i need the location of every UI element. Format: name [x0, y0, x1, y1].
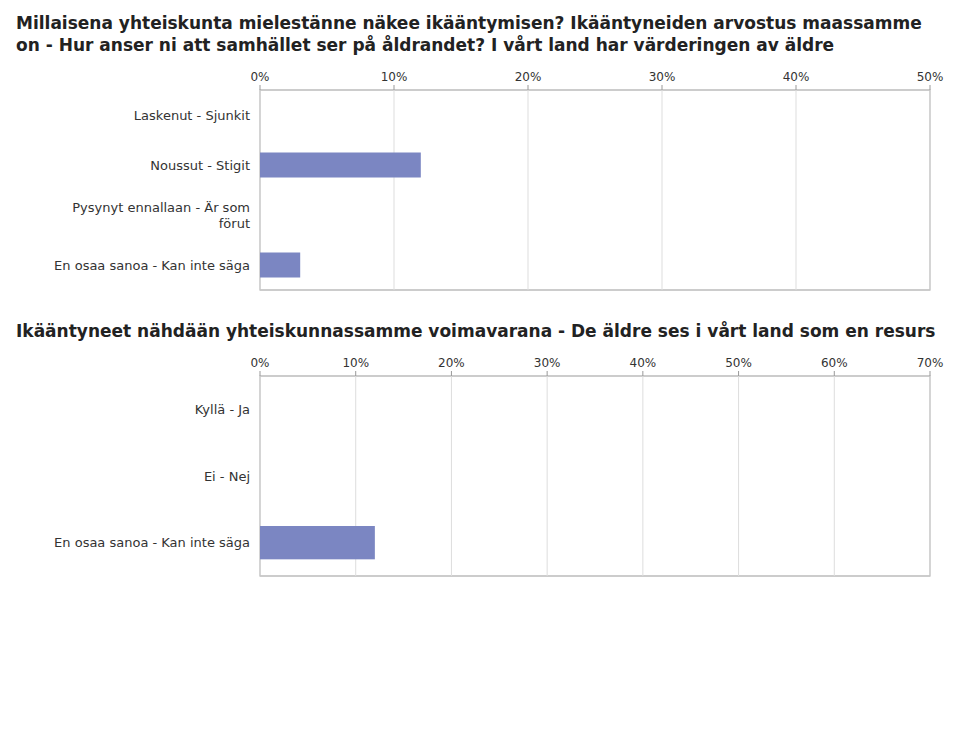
grid-line: [930, 376, 931, 576]
category-label-line: Noussut - Stigit: [150, 158, 250, 173]
grid-line: [642, 376, 643, 576]
tick-mark: [930, 85, 931, 90]
tick-mark: [451, 371, 452, 376]
tick-mark: [394, 85, 395, 90]
bar: [260, 459, 261, 492]
category-label: Ei - Nej: [204, 469, 250, 484]
title-line: Ikääntyneet nähdään yhteiskunnassamme vo…: [16, 320, 935, 341]
tick-mark: [642, 371, 643, 376]
grid-line: [451, 376, 452, 576]
tick-mark: [260, 371, 261, 376]
tick-label: 20%: [438, 356, 465, 370]
tick-mark: [796, 85, 797, 90]
grid-line: [834, 376, 835, 576]
tick-label: 30%: [649, 70, 676, 84]
bar: [260, 103, 261, 128]
title-line: on - Hur anser ni att samhället ser på å…: [16, 34, 834, 55]
grid-line: [796, 90, 797, 290]
tick-label: 40%: [630, 356, 657, 370]
grid-line: [930, 90, 931, 290]
category-label: Pysynyt ennallaan - Är somförut: [72, 200, 250, 231]
grid-line: [738, 376, 739, 576]
tick-label: 20%: [515, 70, 542, 84]
grid-line: [394, 90, 395, 290]
category-label: En osaa sanoa - Kan inte säga: [54, 258, 250, 273]
category-label-line: Ei - Nej: [204, 469, 250, 484]
category-label-line: En osaa sanoa - Kan inte säga: [54, 535, 250, 550]
category-label-line: Kyllä - Ja: [195, 402, 250, 417]
tick-label: 0%: [250, 356, 269, 370]
grid-line: [547, 376, 548, 576]
tick-label: 10%: [342, 356, 369, 370]
tick-label: 70%: [917, 356, 944, 370]
category-label: Noussut - Stigit: [150, 158, 250, 173]
plot-frame: [260, 376, 930, 576]
category-label-line: förut: [219, 216, 250, 231]
chart-canvas: Millaisena yhteiskunta mielestänne näkee…: [0, 0, 960, 737]
category-label-line: Pysynyt ennallaan - Är som: [72, 200, 250, 215]
tick-label: 40%: [783, 70, 810, 84]
tick-mark: [547, 371, 548, 376]
grid-line: [662, 90, 663, 290]
bars: [260, 526, 375, 559]
tick-mark: [662, 85, 663, 90]
tick-mark: [834, 371, 835, 376]
bar: [260, 153, 421, 178]
bars: [260, 153, 421, 278]
grid-line: [528, 90, 529, 290]
plot-frame: [260, 90, 930, 290]
tick-mark: [738, 371, 739, 376]
bar: [260, 526, 375, 559]
category-label-line: Laskenut - Sjunkit: [134, 108, 250, 123]
chart-title: Millaisena yhteiskunta mielestänne näkee…: [16, 13, 922, 55]
bar: [260, 203, 261, 228]
tick-mark: [260, 85, 261, 90]
tick-label: 10%: [381, 70, 408, 84]
tick-label: 0%: [250, 70, 269, 84]
tick-label: 30%: [534, 356, 561, 370]
tick-label: 50%: [725, 356, 752, 370]
plot-area: 0% 10% 20% 30% 40% 50%: [250, 70, 943, 290]
title-line: Millaisena yhteiskunta mielestänne näkee…: [16, 13, 922, 33]
category-label: Kyllä - Ja: [195, 402, 250, 417]
category-label: Laskenut - Sjunkit: [134, 108, 250, 123]
tick-label: 50%: [917, 70, 944, 84]
tick-mark: [355, 371, 356, 376]
category-label: En osaa sanoa - Kan inte säga: [54, 535, 250, 550]
chart-title: Ikääntyneet nähdään yhteiskunnassamme vo…: [16, 320, 935, 341]
bar: [260, 253, 300, 278]
tick-label: 60%: [821, 356, 848, 370]
bar: [260, 393, 261, 426]
category-label-line: En osaa sanoa - Kan inte säga: [54, 258, 250, 273]
plot-area: 0% 10% 20% 30% 40% 50% 60% 70%: [250, 356, 943, 576]
tick-mark: [930, 371, 931, 376]
tick-mark: [528, 85, 529, 90]
